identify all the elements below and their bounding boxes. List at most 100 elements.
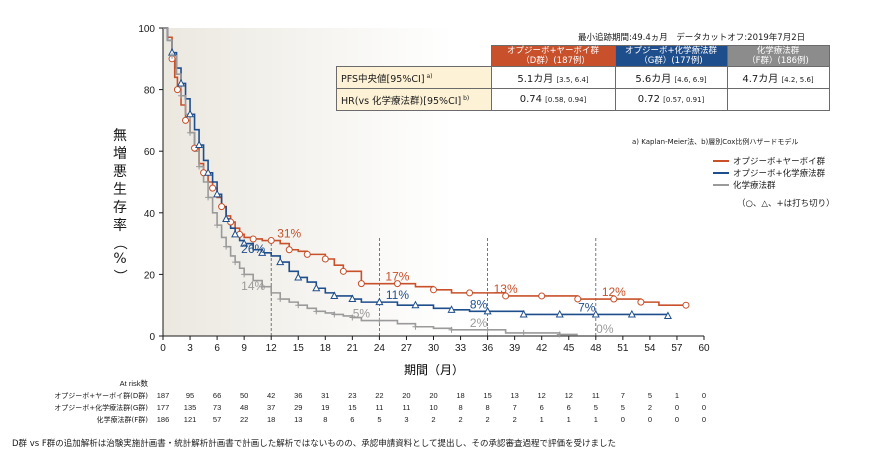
censor-mark xyxy=(538,292,546,300)
percent-label: 17% xyxy=(385,270,409,284)
x-tick-label: 9 xyxy=(241,343,247,354)
at-risk-value: 1 xyxy=(675,391,679,400)
at-risk-row-label: オプジーボ+ヤーボイ群(D群) xyxy=(54,391,148,400)
at-risk-value: 2 xyxy=(431,415,435,424)
table-header-cell: 化学療法群 （F群）(186例) xyxy=(726,45,830,67)
censor-mark xyxy=(186,109,195,118)
table-row-label: PFS中央値[95%CI] a) xyxy=(336,66,492,89)
censor-mark xyxy=(249,235,257,243)
percent-label: 11% xyxy=(386,288,409,302)
censor-mark xyxy=(213,189,222,198)
legend-note: （○、△、+は打ち切り） xyxy=(737,198,835,209)
censor-mark xyxy=(412,323,419,330)
at-risk-value: 1 xyxy=(540,415,544,424)
bottom-note: D群 vs F群の追加解析は治験実施計画書・統計解析計画書で計画した解析ではない… xyxy=(12,439,617,449)
censor-mark xyxy=(430,286,437,294)
at-risk-value: 0 xyxy=(621,415,625,424)
censor-mark xyxy=(173,86,181,94)
table-cell: 0.74 [0.58, 0.94] xyxy=(490,88,616,111)
censor-mark xyxy=(259,283,266,290)
table-row-hr: HR(vs 化学療法群)[95%CI] b) 0.74 [0.58, 0.94] 0… xyxy=(336,88,830,111)
at-risk-value: 177 xyxy=(157,403,170,412)
x-tick-label: 6 xyxy=(214,343,220,354)
percent-label: 0% xyxy=(596,322,614,336)
x-axis-label: 期間（月） xyxy=(404,363,464,377)
x-tick-label: 12 xyxy=(266,343,278,354)
y-tick-label: 100 xyxy=(138,24,155,35)
at-risk-value: 73 xyxy=(213,403,221,412)
y-tick-label: 80 xyxy=(144,86,156,97)
at-risk-value: 37 xyxy=(267,403,275,412)
censor-mark xyxy=(294,272,303,281)
table-header-cell: オプジーボ+ヤーボイ群 （D群）(187例) xyxy=(490,45,616,67)
at-risk-value: 0 xyxy=(675,415,679,424)
censor-mark xyxy=(411,300,420,309)
censor-mark xyxy=(339,267,347,275)
header-note: 最小追跡期間:49.4ヵ月 データカットオフ:2019年7月2日 xyxy=(578,33,806,43)
censor-mark xyxy=(447,305,456,313)
at-risk-value: 11 xyxy=(592,391,600,400)
at-risk-value: 0 xyxy=(648,415,652,424)
censor-mark xyxy=(313,308,320,315)
at-risk-value: 13 xyxy=(294,415,302,424)
x-tick-label: 30 xyxy=(428,343,440,354)
censor-mark xyxy=(187,129,194,136)
at-risk-value: 8 xyxy=(323,415,327,424)
x-tick-label: 3 xyxy=(187,343,193,354)
at-risk-value: 5 xyxy=(594,403,598,412)
x-tick-label: 33 xyxy=(455,343,467,354)
x-tick-label: 42 xyxy=(536,343,548,354)
percent-label: 12% xyxy=(602,285,626,299)
y-tick-label: 0 xyxy=(149,332,155,343)
at-risk-value: 6 xyxy=(567,403,571,412)
censor-mark xyxy=(331,311,338,318)
percent-label: 5% xyxy=(353,307,371,321)
censor-mark xyxy=(357,280,365,288)
table-cell: 5.6カ月 [4.6, 6.9] xyxy=(614,66,728,89)
censor-mark xyxy=(232,259,239,266)
censor-mark xyxy=(393,280,401,288)
at-risk-value: 12 xyxy=(538,391,546,400)
censor-mark xyxy=(258,248,267,256)
censor-mark xyxy=(218,203,226,211)
at-risk-value: 20 xyxy=(402,391,410,400)
x-tick-label: 18 xyxy=(320,343,332,354)
y-axis-label-char: % xyxy=(113,251,126,267)
axes: 0 3 6 9 12 15 18 21 24 27 30 33 36 39 42 45 48 51 54 57 6002… xyxy=(138,24,710,354)
y-axis-label-char: 無 xyxy=(113,128,127,144)
at-risk-value: 0 xyxy=(702,391,706,400)
at-risk-value: 15 xyxy=(348,403,356,412)
at-risk-value: 5 xyxy=(377,415,381,424)
censor-mark xyxy=(223,243,230,250)
at-risk-value: 31 xyxy=(321,391,329,400)
censor-mark xyxy=(267,237,275,245)
at-risk-value: 15 xyxy=(483,391,491,400)
at-risk-value: 2 xyxy=(458,415,462,424)
at-risk-value: 50 xyxy=(240,391,248,400)
results-table: オプジーボ+ヤーボイ群 （D群）(187例) オプジーボ+化学療法群 （G群）(177… xyxy=(336,45,830,111)
legend-label: オプジーボ+化学療法群 xyxy=(733,168,826,179)
censor-mark xyxy=(663,311,672,319)
at-risk-value: 36 xyxy=(294,391,302,400)
at-risk-value: 2 xyxy=(486,415,490,424)
at-risk-row-label: オプジーボ+化学療法群(G群) xyxy=(54,403,148,412)
censor-mark xyxy=(376,317,383,324)
table-row-label: HR(vs 化学療法群)[95%CI] b) xyxy=(336,88,492,111)
percent-label: 2% xyxy=(470,316,488,330)
at-risk-value: 0 xyxy=(675,403,679,412)
at-risk-value: 11 xyxy=(403,403,411,412)
x-tick-label: 0 xyxy=(160,343,166,354)
table-cell xyxy=(726,88,830,111)
censor-mark xyxy=(348,294,357,303)
censor-mark xyxy=(295,302,302,309)
at-risk-value: 1 xyxy=(567,415,571,424)
x-tick-label: 21 xyxy=(347,343,359,354)
at-risk-value: 2 xyxy=(648,403,652,412)
censor-mark xyxy=(240,239,249,247)
censor-mark xyxy=(214,222,221,229)
table-cell: 4.7カ月 [4.2, 5.6] xyxy=(726,66,830,89)
censor-mark xyxy=(285,246,293,254)
x-tick-label: 45 xyxy=(563,343,575,354)
censor-mark xyxy=(519,309,528,318)
censor-mark xyxy=(277,296,284,303)
